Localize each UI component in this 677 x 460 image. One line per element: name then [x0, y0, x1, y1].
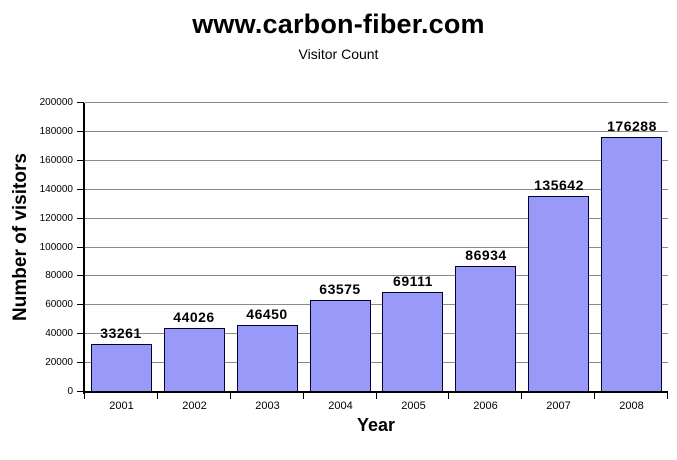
- x-tick-mark: [303, 393, 304, 399]
- y-tick-mark: [77, 362, 84, 363]
- bar-value-label: 135642: [534, 177, 584, 193]
- y-tick-label: 0: [67, 386, 73, 397]
- y-tick-label: 200000: [39, 97, 73, 108]
- y-tick-mark: [77, 189, 84, 190]
- bar-value-label: 69111: [393, 273, 433, 289]
- x-tick-label: 2006: [473, 400, 498, 412]
- x-tick-mark: [521, 393, 522, 399]
- x-axis-title: Year: [356, 415, 396, 435]
- y-tick-mark: [77, 131, 84, 132]
- y-tick-mark: [77, 333, 84, 334]
- x-tick-label: 2003: [255, 400, 280, 412]
- bar-2005: [382, 292, 443, 392]
- x-tick-label: 2007: [546, 400, 571, 412]
- bar-2007: [528, 196, 589, 392]
- gridline: [85, 189, 668, 190]
- x-tick-mark: [84, 393, 85, 399]
- bar-value-label: 86934: [465, 247, 507, 263]
- gridline: [85, 304, 668, 305]
- y-tick-mark: [77, 218, 84, 219]
- y-tick-mark: [77, 102, 84, 103]
- x-tick-mark: [448, 393, 449, 399]
- y-tick-label: 40000: [45, 328, 73, 339]
- chart-subtitle: Visitor Count: [298, 46, 379, 62]
- bar-2008: [601, 137, 662, 392]
- x-tick-label: 2002: [182, 400, 207, 412]
- y-tick-label: 180000: [39, 126, 73, 137]
- y-tick-mark: [77, 247, 84, 248]
- y-tick-label: 100000: [39, 242, 73, 253]
- bar-2006: [455, 266, 516, 392]
- bar-value-label: 46450: [246, 306, 288, 322]
- y-tick-mark: [77, 391, 84, 392]
- y-tick-label: 120000: [39, 213, 73, 224]
- bar-2001: [91, 344, 152, 392]
- gridline: [85, 362, 668, 363]
- x-tick-label: 2001: [109, 400, 134, 412]
- gridline: [85, 275, 668, 276]
- y-tick-label: 160000: [39, 155, 73, 166]
- y-tick-mark: [77, 275, 84, 276]
- x-tick-mark: [594, 393, 595, 399]
- bar-value-label: 44026: [173, 309, 215, 325]
- bar-value-label: 63575: [319, 281, 361, 297]
- gridline: [85, 247, 668, 248]
- bar-value-label: 33261: [100, 325, 142, 341]
- bar-2004: [310, 300, 371, 392]
- gridline: [85, 160, 668, 161]
- x-axis-line: [83, 391, 668, 393]
- y-tick-label: 60000: [45, 299, 73, 310]
- x-tick-mark: [667, 393, 668, 399]
- bar-2003: [237, 325, 298, 392]
- y-tick-label: 140000: [39, 184, 73, 195]
- chart-title: www.carbon-fiber.com: [192, 9, 485, 39]
- y-tick-mark: [77, 304, 84, 305]
- x-tick-mark: [157, 393, 158, 399]
- gridline: [85, 333, 668, 334]
- y-tick-mark: [77, 160, 84, 161]
- y-axis-line: [83, 103, 85, 394]
- x-tick-label: 2005: [401, 400, 426, 412]
- gridline: [85, 218, 668, 219]
- y-tick-label: 20000: [45, 357, 73, 368]
- x-tick-label: 2008: [619, 400, 644, 412]
- gridline: [85, 102, 668, 103]
- x-tick-mark: [230, 393, 231, 399]
- x-tick-mark: [376, 393, 377, 399]
- y-tick-label: 80000: [45, 270, 73, 281]
- gridline: [85, 131, 668, 132]
- bar-2002: [164, 328, 225, 392]
- bar-value-label: 176288: [607, 118, 657, 134]
- x-tick-label: 2004: [328, 400, 353, 412]
